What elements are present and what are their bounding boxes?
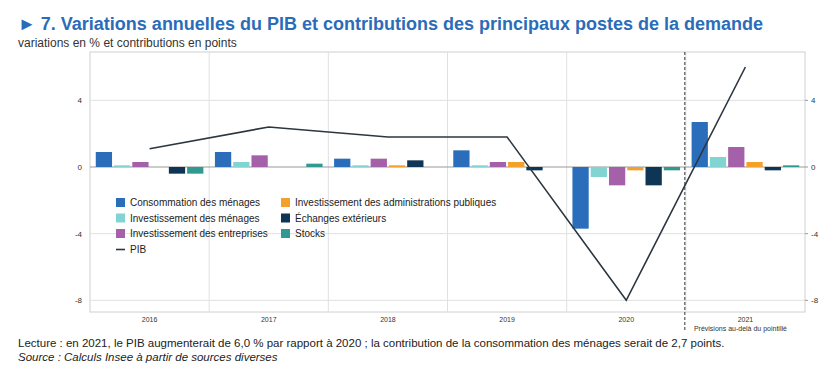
legend: Consommation des ménages Investissement d… (116, 197, 496, 255)
legend-label: Investissement des ménages (130, 213, 260, 224)
bar (646, 167, 662, 185)
bar (96, 152, 112, 167)
annotation: Prévisions au-delà du pointillé (694, 325, 787, 333)
bar (572, 167, 588, 229)
plot-frame (90, 52, 805, 312)
legend-swatch (116, 198, 125, 207)
category-separator (447, 52, 448, 312)
bar (352, 165, 368, 167)
y2-tick (805, 167, 808, 168)
source: Source : Calculs Insee à partir de sourc… (18, 351, 278, 363)
x-tick-label: 2021 (738, 316, 754, 323)
bar (389, 165, 405, 167)
y2-tick (805, 100, 808, 101)
bar (783, 165, 799, 167)
bar (609, 167, 625, 185)
y-tick-label: -8 (75, 296, 83, 305)
forecast-separator (684, 52, 685, 332)
bar (407, 160, 423, 167)
bar (334, 159, 350, 167)
marks (96, 67, 799, 300)
legend-swatch (116, 229, 125, 238)
legend-label: Stocks (295, 228, 325, 239)
legend-swatch (116, 214, 125, 223)
y2-tick (805, 233, 808, 234)
bar (746, 162, 762, 167)
legend-label: Investissement des entreprises (130, 228, 268, 239)
legend-label: Échanges extérieurs (295, 212, 386, 224)
category-separator (328, 52, 329, 312)
bar (728, 147, 744, 167)
subtitle: variations en % et contributions en poin… (18, 36, 237, 50)
bar (627, 167, 643, 170)
bar (765, 167, 781, 170)
bar (114, 165, 130, 167)
bar (132, 162, 148, 167)
y2-tick-label: 4 (811, 96, 816, 105)
bar (233, 162, 249, 167)
y2-tick-label: -4 (811, 230, 819, 239)
y-tick-label: 0 (78, 163, 83, 172)
legend-swatch (281, 198, 290, 207)
bar (270, 167, 286, 168)
y-tick-label: -4 (75, 230, 83, 239)
bar (251, 155, 267, 167)
y-tick-label: 4 (78, 96, 83, 105)
legend-line (116, 249, 125, 251)
bar (490, 162, 506, 167)
bar (151, 167, 167, 168)
bar (472, 165, 488, 167)
bar (664, 167, 680, 170)
grid-line (90, 300, 805, 301)
bar (169, 167, 185, 174)
y2-tick-label: -8 (811, 296, 819, 305)
bar (508, 162, 524, 167)
note: Lecture : en 2021, le PIB augmenterait d… (18, 337, 724, 349)
bar (591, 167, 607, 177)
y2-tick (805, 300, 808, 301)
x-tick-label: 2017 (261, 316, 277, 323)
legend-label: Investissement des administrations publi… (295, 197, 496, 208)
title: ► 7. Variations annuelles du PIB et cont… (18, 14, 763, 34)
bar (453, 150, 469, 167)
line (150, 67, 746, 300)
grid-line (90, 100, 805, 101)
legend-swatch (281, 214, 290, 223)
legend-label: PIB (130, 244, 146, 255)
bar (187, 167, 203, 174)
bar (371, 159, 387, 167)
category-separator (209, 52, 210, 312)
bar (215, 152, 231, 167)
bar (545, 167, 561, 168)
chart: ► 7. Variations annuelles du PIB et cont… (0, 0, 837, 373)
bar (425, 167, 441, 168)
x-tick-label: 2020 (618, 316, 634, 323)
bar (288, 167, 304, 168)
x-tick-label: 2018 (380, 316, 396, 323)
x-tick-label: 2019 (499, 316, 515, 323)
bar (306, 164, 322, 167)
x-tick-label: 2016 (142, 316, 158, 323)
category-separator (566, 52, 567, 312)
y2-tick-label: 0 (811, 163, 816, 172)
bar (710, 157, 726, 167)
legend-swatch (281, 229, 290, 238)
legend-label: Consommation des ménages (130, 197, 260, 208)
